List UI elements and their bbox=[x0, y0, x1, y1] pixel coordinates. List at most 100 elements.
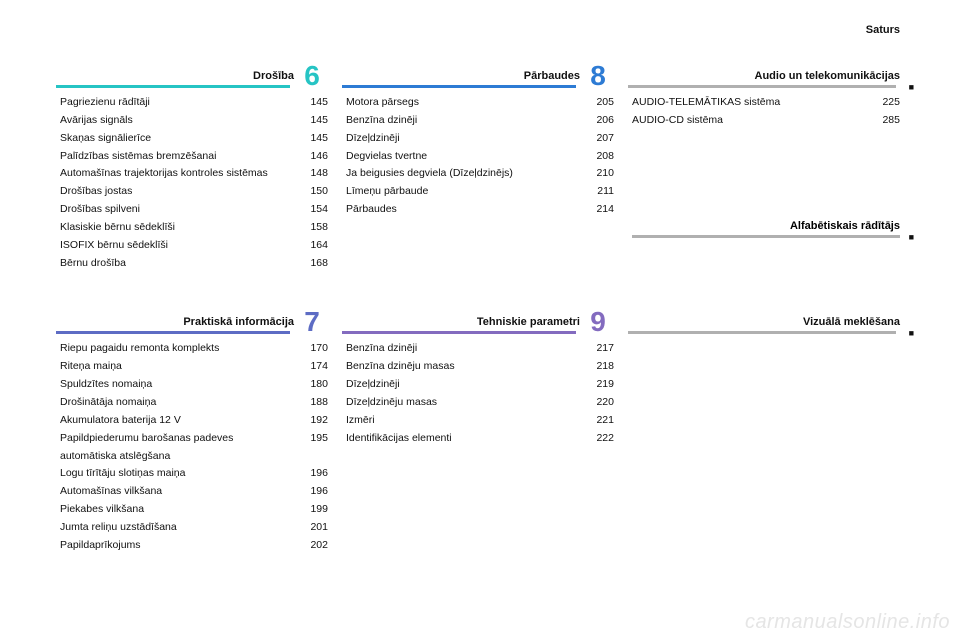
toc-item-page: 217 bbox=[582, 340, 614, 358]
section-number: 8 bbox=[582, 62, 614, 90]
toc-item-label: Avārijas signāls bbox=[60, 112, 133, 130]
toc-item-page: 221 bbox=[582, 412, 614, 430]
section-title: Audio un telekomunikācijas bbox=[632, 70, 900, 85]
section-header: Praktiskā informācija7 bbox=[60, 306, 328, 334]
section-title: Praktiskā informācija bbox=[60, 316, 294, 331]
section-number: 6 bbox=[296, 62, 328, 90]
toc-item-page: 164 bbox=[296, 237, 328, 255]
toc-item: Motora pārsegs205 bbox=[346, 94, 614, 112]
section-number: 7 bbox=[296, 308, 328, 336]
toc-item-page: 150 bbox=[296, 183, 328, 201]
toc-item-page: 219 bbox=[582, 376, 614, 394]
page-header: Saturs bbox=[866, 24, 900, 36]
toc-item-page: 180 bbox=[296, 376, 328, 394]
toc-item-label: Bērnu drošība bbox=[60, 255, 126, 273]
toc-item: AUDIO-CD sistēma 285 bbox=[632, 112, 900, 130]
toc-item-label: Klasiskie bērnu sēdeklīši bbox=[60, 219, 175, 237]
toc-item-page: 188 bbox=[296, 394, 328, 412]
toc-item: Papildpiederumu barošanas padeves automā… bbox=[60, 430, 328, 466]
toc-item: Pārbaudes214 bbox=[346, 201, 614, 219]
toc-item-page: 202 bbox=[296, 537, 328, 555]
section-marker-icon: ■ bbox=[909, 82, 914, 92]
toc-item-label: Riepu pagaidu remonta komplekts bbox=[60, 340, 219, 358]
toc-item: Drošības spilveni154 bbox=[60, 201, 328, 219]
toc-item-label: Akumulatora baterija 12 V bbox=[60, 412, 181, 430]
toc-item: Drošības jostas150 bbox=[60, 183, 328, 201]
toc-item-label: Palīdzības sistēmas bremzēšanai bbox=[60, 148, 216, 166]
section-header: Pārbaudes8 bbox=[346, 60, 614, 88]
toc-item-page: 192 bbox=[296, 412, 328, 430]
toc-item-label: AUDIO-TELEMĀTIKAS sistēma bbox=[632, 94, 780, 112]
section-title-stack: Tehniskie parametri bbox=[346, 316, 580, 334]
toc-item-label: Spuldzītes nomaiņa bbox=[60, 376, 152, 394]
toc-item: Dīzeļdzinēju masas220 bbox=[346, 394, 614, 412]
toc-item: Ja beigusies degviela (Dīzeļdzinējs)210 bbox=[346, 165, 614, 183]
toc-item-page: 208 bbox=[582, 148, 614, 166]
section-header: Vizuālā meklēšana■ bbox=[632, 306, 900, 334]
toc-item: Jumta reliņu uzstādīšana201 bbox=[60, 519, 328, 537]
toc-item-label: Izmēri bbox=[346, 412, 375, 430]
toc-item-page: 174 bbox=[296, 358, 328, 376]
toc-item: Akumulatora baterija 12 V 192 bbox=[60, 412, 328, 430]
toc-list: Motora pārsegs205Benzīna dzinēji206Dīzeļ… bbox=[346, 94, 614, 219]
section-underline bbox=[342, 85, 576, 88]
toc-item-page: 148 bbox=[296, 165, 328, 183]
section: Vizuālā meklēšana■ bbox=[632, 306, 900, 554]
toc-item: Riepu pagaidu remonta komplekts170 bbox=[60, 340, 328, 358]
toc-item-page: 285 bbox=[868, 112, 900, 130]
toc-item-page: 154 bbox=[296, 201, 328, 219]
toc-item: Palīdzības sistēmas bremzēšanai146 bbox=[60, 148, 328, 166]
toc-item-label: Papildaprīkojums bbox=[60, 537, 141, 555]
section-underline bbox=[56, 85, 290, 88]
toc-item: ISOFIX bērnu sēdeklīši164 bbox=[60, 237, 328, 255]
toc-item-page: 206 bbox=[582, 112, 614, 130]
toc-item: Pagriezienu rādītāji145 bbox=[60, 94, 328, 112]
toc-item: Drošinātāja nomaiņa 188 bbox=[60, 394, 328, 412]
toc-item: Izmēri 221 bbox=[346, 412, 614, 430]
toc-item-label: Automašīnas vilkšana bbox=[60, 483, 162, 501]
toc-item-page: 201 bbox=[296, 519, 328, 537]
toc-item-page: 145 bbox=[296, 112, 328, 130]
toc-item: Automašīnas trajektorijas kontroles sist… bbox=[60, 165, 328, 183]
toc-item-label: Līmeņu pārbaude bbox=[346, 183, 428, 201]
toc-item: Automašīnas vilkšana 196 bbox=[60, 483, 328, 501]
section-title-stack: Audio un telekomunikācijas bbox=[632, 70, 900, 88]
toc-item-label: AUDIO-CD sistēma bbox=[632, 112, 723, 130]
toc-item-page: 196 bbox=[296, 465, 328, 483]
toc-item-page: 210 bbox=[582, 165, 614, 183]
toc-item: Līmeņu pārbaude211 bbox=[346, 183, 614, 201]
section: Drošība6 Pagriezienu rādītāji145Avārijas … bbox=[60, 60, 328, 272]
toc-item-label: Skaņas signālierīce bbox=[60, 130, 151, 148]
section-underline bbox=[628, 331, 896, 334]
toc-item-page: 225 bbox=[868, 94, 900, 112]
toc-list: AUDIO-TELEMĀTIKAS sistēma225AUDIO-CD sis… bbox=[632, 94, 900, 130]
section-header: Drošība6 bbox=[60, 60, 328, 88]
toc-item: Dīzeļdzinēji219 bbox=[346, 376, 614, 394]
toc-item: AUDIO-TELEMĀTIKAS sistēma 225 bbox=[632, 94, 900, 112]
section-title: Vizuālā meklēšana bbox=[632, 316, 900, 331]
toc-item: Riteņa maiņa 174 bbox=[60, 358, 328, 376]
section-underline bbox=[628, 85, 896, 88]
content-rows: Drošība6 Pagriezienu rādītāji145Avārijas … bbox=[60, 60, 900, 555]
toc-item-label: Drošinātāja nomaiņa bbox=[60, 394, 156, 412]
toc-item-page: 196 bbox=[296, 483, 328, 501]
section-title-stack: Praktiskā informācija bbox=[60, 316, 294, 334]
toc-item-page: 168 bbox=[296, 255, 328, 273]
toc-item: Benzīna dzinēji206 bbox=[346, 112, 614, 130]
section-header: Tehniskie parametri9 bbox=[346, 306, 614, 334]
toc-item-label: Dīzeļdzinēju masas bbox=[346, 394, 437, 412]
toc-item-label: Riteņa maiņa bbox=[60, 358, 122, 376]
toc-item-page: 195 bbox=[296, 430, 328, 466]
section: Audio un telekomunikācijas■ AUDIO-TELEMĀT… bbox=[632, 60, 900, 272]
toc-item-page: 145 bbox=[296, 94, 328, 112]
toc-item: Bērnu drošība 168 bbox=[60, 255, 328, 273]
section-underline bbox=[342, 331, 576, 334]
toc-item: Benzīna dzinēju masas218 bbox=[346, 358, 614, 376]
section-number: 9 bbox=[582, 308, 614, 336]
toc-item-label: Identifikācijas elementi bbox=[346, 430, 452, 448]
toc-item-label: Pārbaudes bbox=[346, 201, 397, 219]
toc-item-label: Motora pārsegs bbox=[346, 94, 419, 112]
toc-item-label: Papildpiederumu barošanas padeves automā… bbox=[60, 430, 270, 466]
section-header: Audio un telekomunikācijas■ bbox=[632, 60, 900, 88]
section: Tehniskie parametri9Benzīna dzinēji217Be… bbox=[346, 306, 614, 554]
